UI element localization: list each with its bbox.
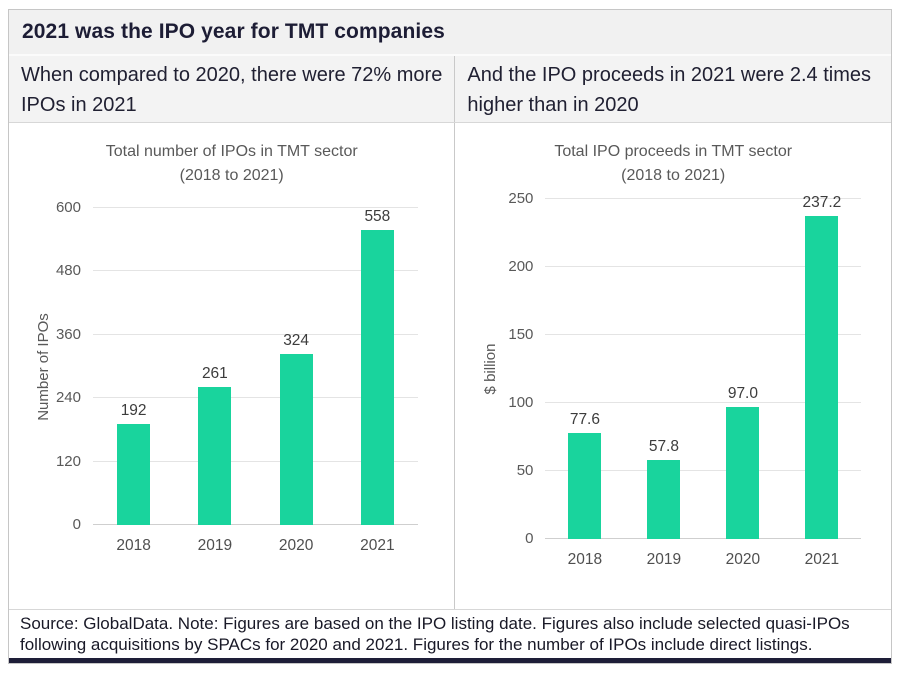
ipo-count-chart: Total number of IPOs in TMT sector (2018… (9, 123, 454, 609)
bar-2018: 192 (117, 402, 151, 525)
x-tick-label: 2019 (197, 537, 233, 554)
bar-value-label: 57.8 (648, 438, 679, 456)
y-tick-label: 0 (72, 516, 81, 533)
gridline (93, 333, 419, 335)
bar-value-label: 324 (283, 331, 310, 349)
gridline (545, 402, 861, 403)
x-tick-label: 2021 (804, 551, 840, 568)
bar-2018: 77.6 (568, 411, 602, 539)
x-tick-label: 2018 (567, 551, 603, 568)
plot-area: Number of IPOs 0 120 240 360 480 600 192 2018 26… (35, 199, 419, 554)
chart-title: Total IPO proceeds in TMT sector (554, 143, 793, 160)
y-tick-label: 480 (55, 262, 81, 280)
gridline (93, 524, 419, 525)
y-axis-label: $ billion (482, 343, 500, 395)
page-title: 2021 was the IPO year for TMT companies (22, 20, 445, 43)
subtitle-left: When compared to 2020, there were 72% mo… (21, 64, 443, 116)
bottom-rule (9, 658, 891, 663)
y-tick-label: 50 (516, 462, 534, 479)
plot-area: $ billion 0 50 100 150 200 250 77.6 2018 57.8 201… (482, 190, 861, 568)
bar-value-label: 97.0 (727, 385, 758, 403)
bar-value-label: 192 (120, 401, 147, 419)
bar-value-label: 237.2 (802, 194, 842, 212)
bar-2019: 57.8 (647, 438, 681, 539)
gridline (93, 460, 419, 462)
x-tick-label: 2020 (278, 537, 314, 554)
bar-2021: 237.2 (803, 194, 841, 539)
y-tick-label: 250 (508, 190, 534, 207)
bar-2019: 261 (198, 365, 232, 525)
chart-title-block: Total number of IPOs in TMT sector (2018… (9, 140, 454, 188)
y-tick-label: 200 (508, 258, 534, 275)
chart-subtitle: (2018 to 2021) (179, 167, 284, 184)
gridline (93, 270, 419, 272)
subtitle-band: When compared to 2020, there were 72% mo… (9, 56, 891, 123)
gridline (93, 397, 419, 399)
bar-value-label: 558 (364, 208, 391, 226)
gridline (545, 198, 861, 199)
bar-2020: 97.0 (726, 385, 760, 539)
x-tick-label: 2018 (116, 537, 151, 554)
ipo-proceeds-chart: Total IPO proceeds in TMT sector (2018 t… (454, 123, 891, 609)
bar-2021: 558 (360, 208, 394, 525)
y-tick-label: 0 (525, 530, 534, 547)
y-tick-label: 240 (55, 389, 81, 407)
y-tick-label: 100 (508, 394, 534, 411)
chart-subtitle: (2018 to 2021) (621, 167, 726, 184)
gridline (545, 334, 861, 335)
y-tick-label: 600 (55, 199, 81, 216)
subtitle-right: And the IPO proceeds in 2021 were 2.4 ti… (454, 56, 891, 122)
gridline (93, 207, 419, 208)
y-tick-label: 360 (55, 325, 81, 343)
x-tick-label: 2020 (725, 551, 761, 568)
chart-title: Total number of IPOs in TMT sector (105, 143, 358, 160)
bar-2020: 324 (279, 332, 313, 525)
source-note: Source: GlobalData. Note: Figures are ba… (9, 609, 891, 658)
bar-value-label: 261 (201, 365, 228, 383)
chart-title-block: Total IPO proceeds in TMT sector (2018 t… (455, 140, 891, 188)
infographic-panel: 2021 was the IPO year for TMT companies … (8, 9, 892, 664)
y-tick-label: 120 (55, 452, 81, 470)
gridline (545, 266, 861, 267)
x-tick-label: 2019 (646, 551, 682, 568)
bar-value-label: 77.6 (569, 411, 600, 429)
charts-band: Total number of IPOs in TMT sector (2018… (9, 123, 891, 609)
x-tick-label: 2021 (360, 537, 395, 554)
y-tick-label: 150 (508, 326, 534, 343)
gridline (545, 470, 861, 471)
header-band: 2021 was the IPO year for TMT companies (9, 10, 891, 56)
gridline (545, 538, 861, 539)
